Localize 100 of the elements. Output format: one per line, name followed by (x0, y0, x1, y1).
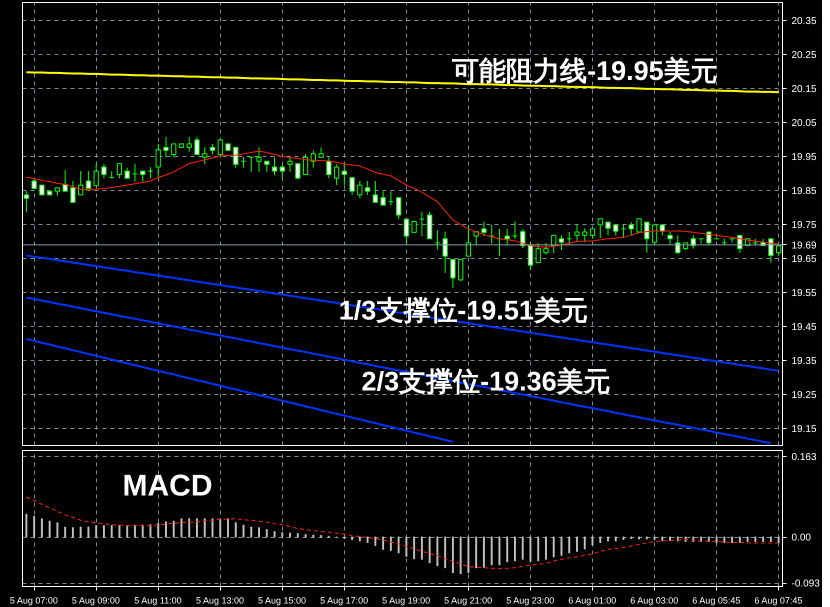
x-tick-label: 5 Aug 17:00 (320, 596, 368, 606)
candlestick (280, 164, 285, 179)
candlestick (94, 163, 99, 186)
candlestick (39, 184, 45, 196)
candlestick (590, 228, 596, 240)
candlestick (380, 190, 386, 206)
candlestick (404, 218, 410, 244)
candlestick (248, 156, 254, 172)
candlestick (458, 259, 464, 282)
x-tick-label: 6 Aug 05:45 (692, 596, 740, 606)
candlestick (396, 197, 402, 220)
x-tick-label: 5 Aug 23:00 (506, 596, 554, 606)
candlestick (326, 156, 332, 179)
y-tick-label: 19.85 (792, 186, 817, 198)
y-tick-label: 19.35 (792, 356, 817, 368)
candlestick (636, 218, 642, 232)
candlestick (233, 146, 238, 168)
y-tick-label: -0.093 (792, 578, 820, 590)
candlestick (536, 242, 541, 264)
candlestick (582, 228, 588, 243)
candlestick (86, 170, 92, 189)
x-tick-label: 5 Aug 09:00 (72, 596, 120, 606)
y-tick-label: 19.45 (792, 322, 817, 334)
candlestick (566, 231, 572, 246)
candlestick (512, 220, 518, 240)
candlestick (70, 180, 76, 203)
candlestick (202, 146, 208, 165)
candlestick (349, 177, 355, 196)
candlestick (551, 234, 556, 254)
candlestick (218, 139, 223, 155)
x-tick-label: 6 Aug 01:00 (568, 596, 616, 606)
candlestick (295, 163, 300, 179)
candlestick (342, 164, 347, 186)
candlestick (442, 231, 448, 274)
candlestick (186, 136, 192, 152)
candlestick (675, 234, 680, 254)
candlestick (419, 211, 425, 237)
candlestick (427, 211, 432, 240)
y-tick-label: 19.95 (792, 152, 817, 164)
y-tick-label: 20.25 (792, 50, 817, 62)
y-tick-label: 19.65 (792, 254, 817, 266)
candlestick (412, 220, 417, 233)
candlestick (101, 163, 107, 179)
candlestick (287, 156, 293, 172)
candlestick (357, 180, 362, 199)
x-tick-label: 5 Aug 11:00 (134, 596, 182, 606)
line-series (25, 296, 772, 444)
y-tick-label: 20.35 (792, 16, 817, 28)
candlestick (644, 222, 650, 254)
y-tick-label: 19.55 (792, 288, 817, 300)
ref-line-label: 19.69 (792, 240, 817, 252)
candlestick (598, 218, 603, 239)
candlestick (256, 146, 262, 172)
candlestick (210, 143, 216, 155)
x-tick-label: 6 Aug 03:00 (630, 596, 678, 606)
y-tick-label: 20.15 (792, 84, 817, 96)
candlestick (163, 136, 169, 158)
annotation: 可能阻力线-19.95美元 (451, 56, 718, 86)
candlestick (558, 234, 564, 251)
candlestick (132, 163, 138, 182)
candlestick (78, 170, 84, 196)
candlestick (334, 164, 340, 186)
candlestick (364, 180, 370, 196)
y-tick-label: 0.00 (792, 532, 812, 544)
line-series (26, 496, 780, 570)
x-tick-label: 5 Aug 13:00 (196, 596, 244, 606)
candlestick (434, 230, 440, 250)
x-tick-label: 5 Aug 21:00 (444, 596, 492, 606)
candlestick (776, 245, 782, 257)
y-tick-label: 19.25 (792, 390, 817, 401)
candlestick (264, 160, 270, 172)
candlestick (140, 170, 146, 182)
candlestick (620, 224, 626, 239)
candlestick (148, 166, 154, 179)
candlestick (108, 170, 115, 179)
x-tick-label: 5 Aug 15:00 (258, 596, 306, 606)
candlestick (272, 156, 278, 176)
candlestick (116, 163, 122, 179)
candlestick (543, 242, 549, 256)
candlestick (372, 180, 378, 203)
candlestick (574, 224, 580, 243)
candlestick (62, 170, 68, 192)
y-tick-label: 19.75 (792, 220, 817, 232)
x-tick-label: 5 Aug 19:00 (382, 596, 430, 606)
candlestick (302, 153, 308, 176)
y-tick-label: 20.05 (792, 118, 817, 130)
candlestick (628, 222, 634, 236)
candlestick (605, 222, 611, 236)
x-tick-label: 5 Aug 07:00 (10, 596, 58, 606)
candlestick (194, 136, 200, 155)
candlestick (481, 220, 487, 237)
candlestick (667, 231, 673, 246)
y-tick-label: 0.163 (792, 452, 817, 463)
candlestick (310, 150, 316, 168)
text: MACD (122, 470, 212, 502)
candlestick (171, 143, 176, 158)
x-tick-label: 6 Aug 07:45 (754, 596, 802, 606)
candlestick (450, 259, 456, 289)
candlestick (613, 224, 618, 236)
candlestick (156, 143, 161, 178)
